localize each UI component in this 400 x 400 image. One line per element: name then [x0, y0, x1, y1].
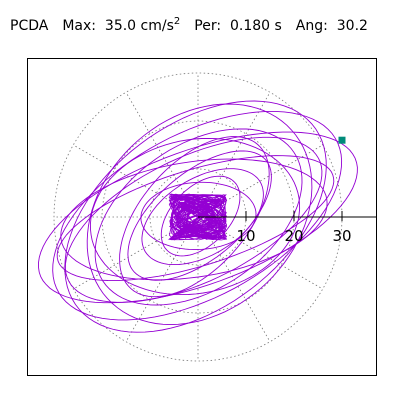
orbit-loop	[52, 110, 343, 321]
tick-label-20: 20	[284, 227, 303, 245]
orbit-loop	[94, 128, 303, 306]
tick-label-10: 10	[236, 227, 255, 245]
header-bar: PCDA Max: 35.0 cm/s2 Per: 0.180 s Ang: 30.2	[10, 14, 368, 38]
max-label: Max:	[62, 18, 97, 34]
orbit-loop	[86, 103, 313, 326]
end-point-marker	[338, 136, 346, 144]
orbit-loop	[127, 150, 272, 281]
max-value: 35.0 cm/s	[104, 18, 174, 34]
orbit-plot: 10 20 30	[38, 72, 376, 362]
orbit-loop	[160, 175, 241, 257]
angle-label: Ang:	[295, 18, 328, 34]
orbit-loop	[64, 136, 323, 303]
angle-value: 30.2	[336, 18, 368, 34]
orbit-loop	[140, 181, 257, 251]
orbit-trace	[38, 100, 358, 333]
max-unit-superscript: 2	[173, 16, 181, 27]
orbit-plot-frame: 10 20 30	[27, 58, 377, 376]
orbit-loop	[56, 155, 335, 282]
tick-label-30: 30	[332, 227, 351, 245]
orbit-loop	[119, 136, 270, 298]
orbit-loop	[38, 131, 358, 304]
period-label: Per:	[194, 18, 222, 34]
orbit-loop	[89, 137, 301, 296]
period-value: 0.180 s	[229, 18, 282, 34]
orbit-core	[167, 193, 228, 241]
response-type-label: PCDA	[10, 18, 49, 34]
orbit-loop	[141, 168, 264, 266]
x-axis: 10 20 30	[198, 211, 376, 245]
